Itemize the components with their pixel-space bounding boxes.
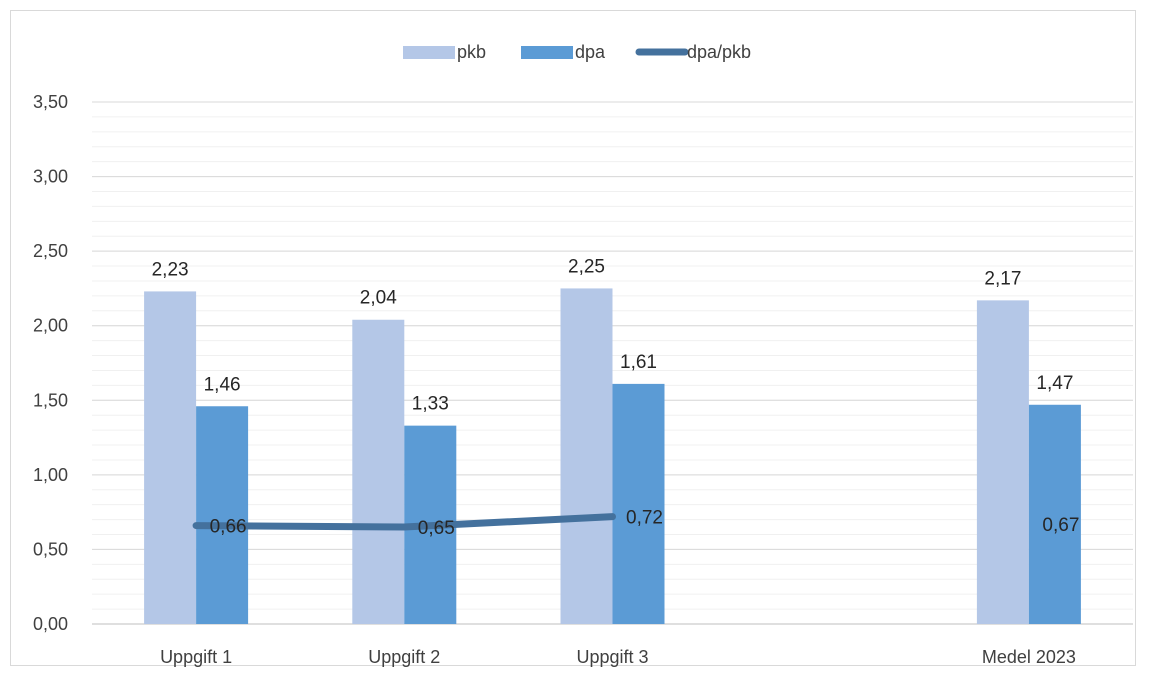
- pkb-bar: [977, 300, 1029, 624]
- y-tick-label: 1,50: [33, 390, 68, 410]
- y-tick-label: 2,50: [33, 241, 68, 261]
- legend: pkb dpa dpa/pkb: [403, 42, 751, 62]
- pkb-data-label: 2,04: [360, 288, 397, 309]
- y-tick-label: 3,50: [33, 92, 68, 112]
- y-axis-tick-labels: 0,00 0,50 1,00 1,50 2,00 2,50 3,00 3,50: [33, 92, 68, 634]
- ratio-data-label: 0,65: [418, 518, 455, 539]
- x-axis-category-labels: Uppgift 1 Uppgift 2 Uppgift 3 Medel 2023: [160, 647, 1076, 667]
- pkb-data-label: 2,17: [984, 268, 1021, 289]
- dpa-bar: [613, 384, 665, 624]
- dpa-bar: [196, 406, 248, 624]
- dpa-data-label: 1,47: [1036, 373, 1073, 394]
- x-category-label: Uppgift 2: [368, 647, 440, 667]
- pkb-data-label: 2,25: [568, 256, 605, 277]
- ratio-data-label: 0,66: [210, 517, 247, 538]
- y-tick-label: 3,00: [33, 167, 68, 187]
- pkb-data-label: 2,23: [152, 259, 189, 280]
- x-category-label: Uppgift 1: [160, 647, 232, 667]
- x-category-label: Uppgift 3: [576, 647, 648, 667]
- y-tick-label: 1,00: [33, 465, 68, 485]
- pkb-bar: [561, 288, 613, 624]
- ratio-data-label: 0,67: [1042, 515, 1079, 536]
- y-tick-label: 0,50: [33, 539, 68, 559]
- y-tick-label: 2,00: [33, 316, 68, 336]
- pkb-legend-label: pkb: [457, 42, 486, 62]
- dpa-legend-label: dpa: [575, 42, 606, 62]
- dpa-data-label: 1,61: [620, 352, 657, 373]
- dpa-data-label: 1,46: [204, 374, 241, 395]
- dpa-data-label: 1,33: [412, 394, 449, 415]
- ratio-data-label: 0,72: [626, 508, 663, 529]
- dpa/pkb-legend-label: dpa/pkb: [687, 42, 751, 62]
- pkb-bar: [352, 320, 404, 624]
- pkb-legend-swatch: [403, 46, 455, 59]
- y-tick-label: 0,00: [33, 614, 68, 634]
- x-category-label: Medel 2023: [982, 647, 1076, 667]
- bars: [144, 288, 1081, 624]
- dpa-legend-swatch: [521, 46, 573, 59]
- pkb-bar: [144, 291, 196, 624]
